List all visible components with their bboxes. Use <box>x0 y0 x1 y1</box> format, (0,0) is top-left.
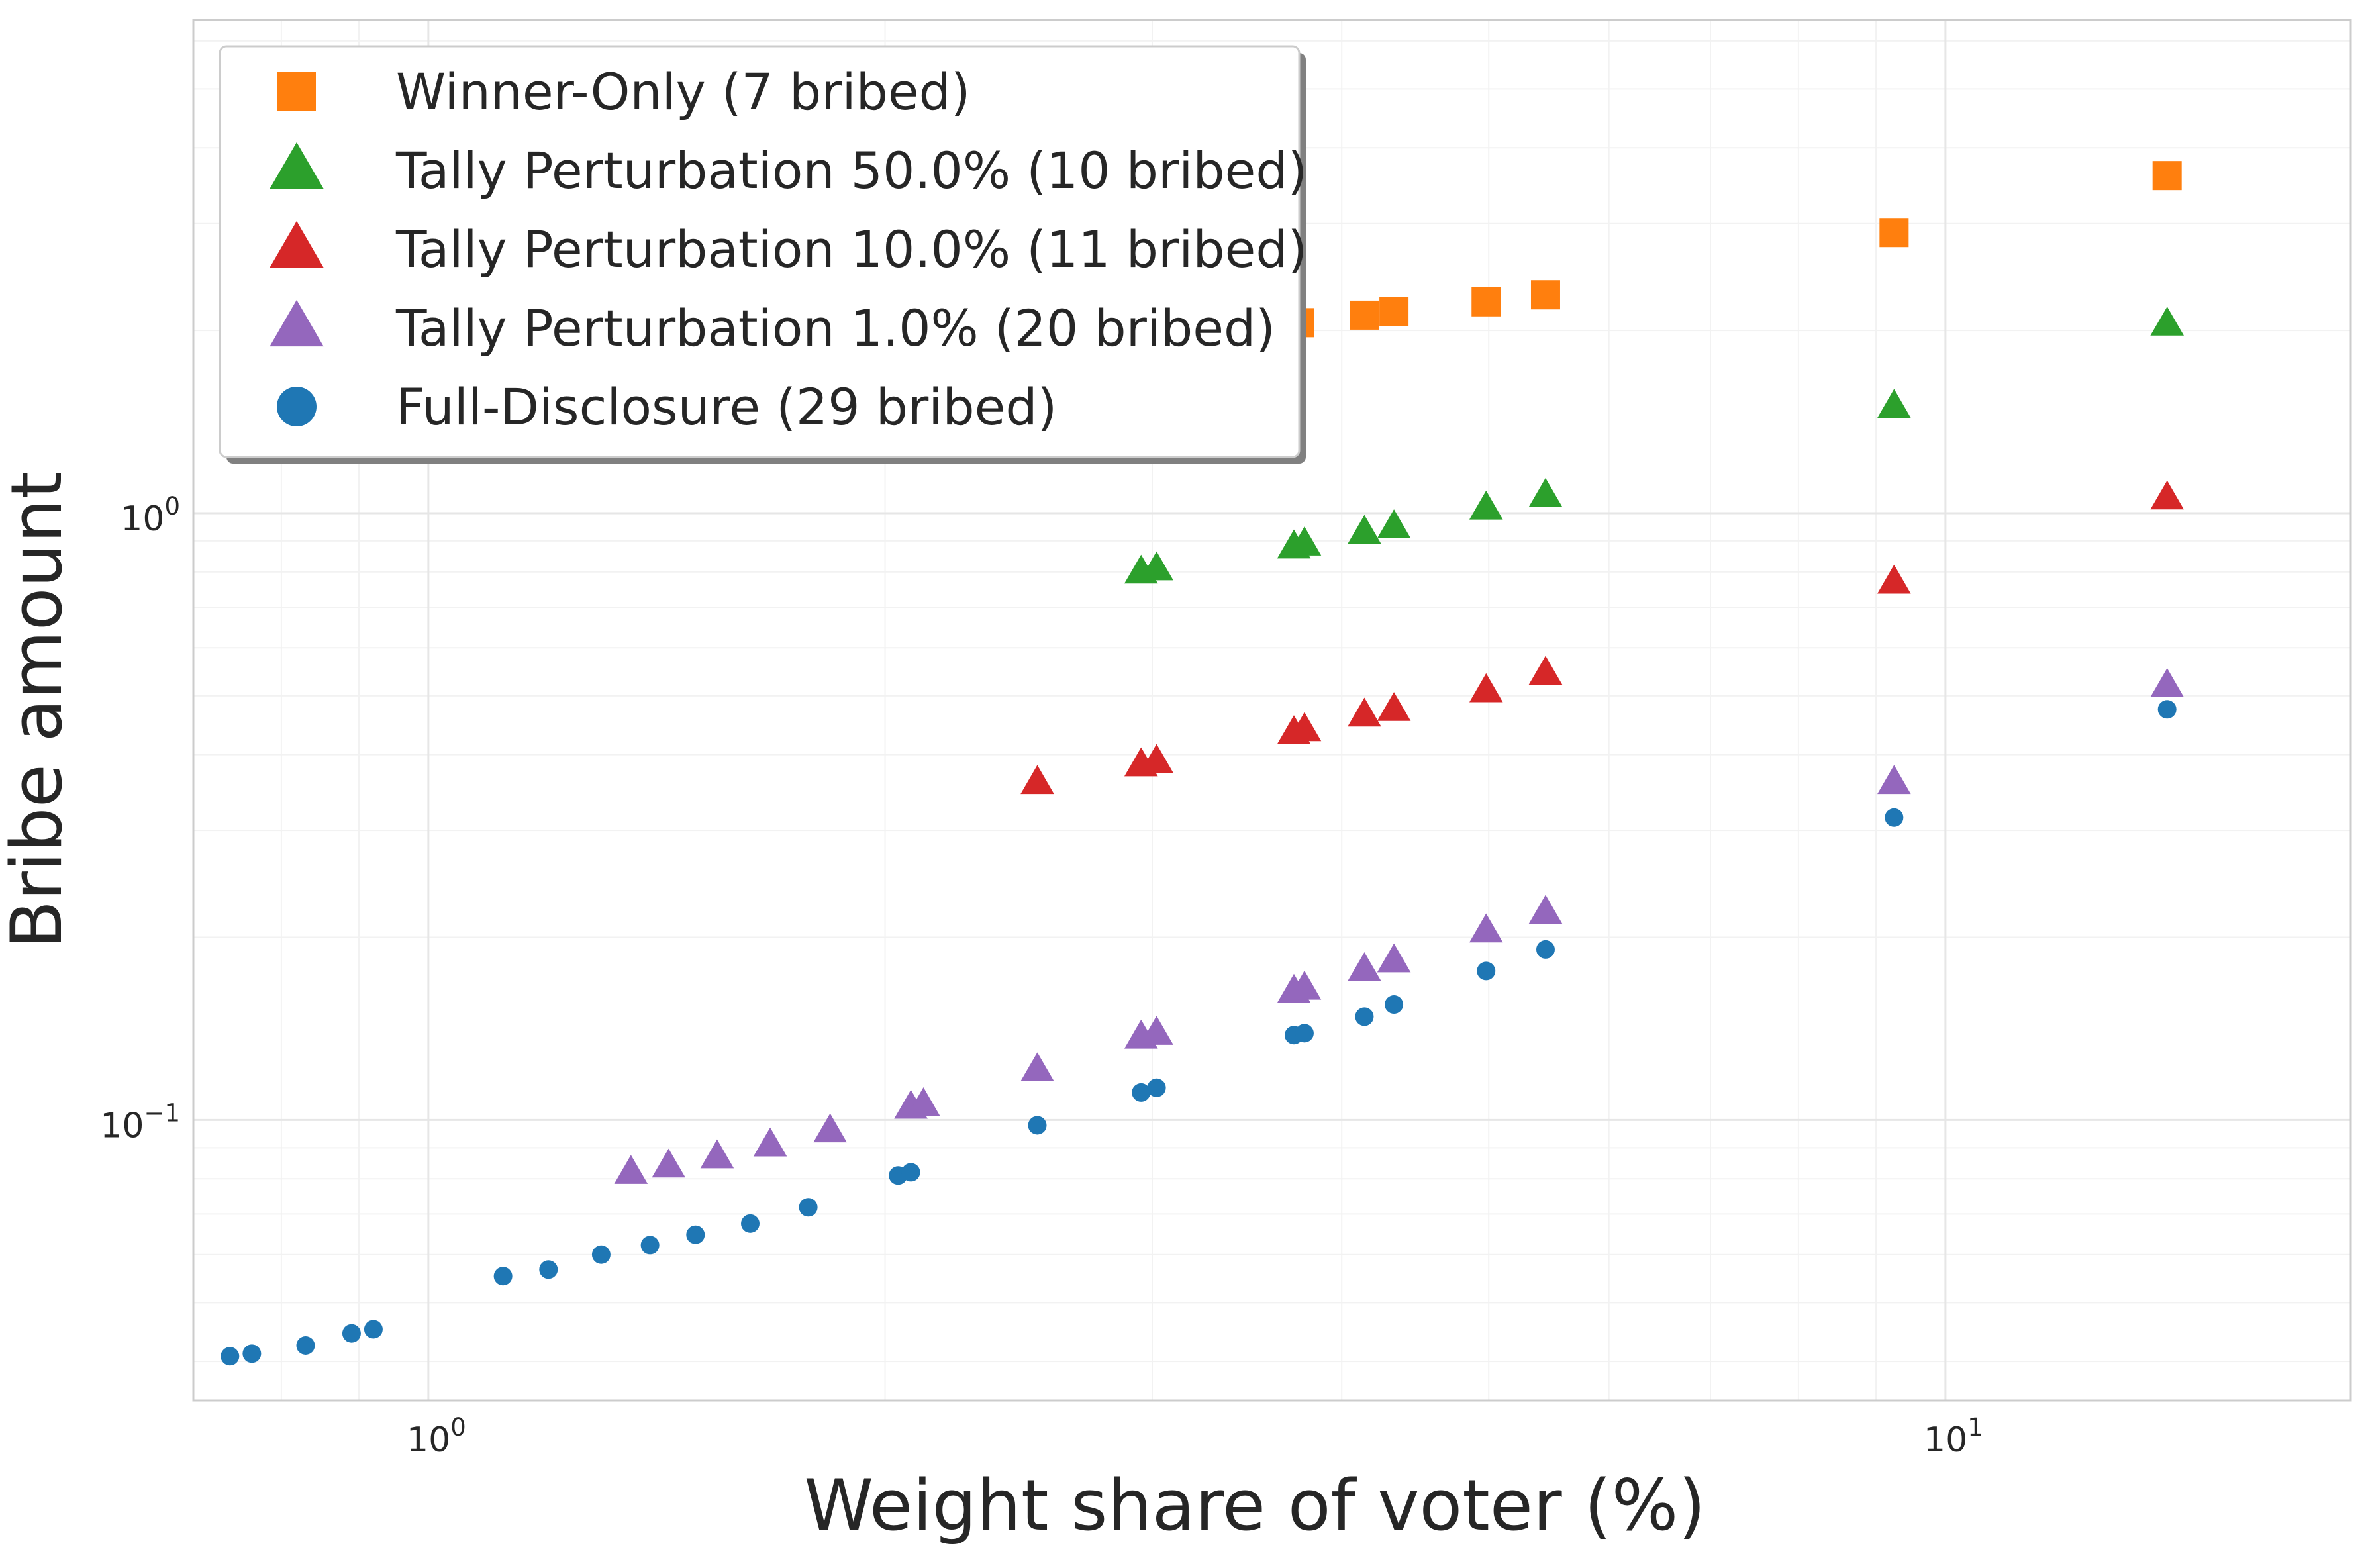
plot-frame <box>192 19 2352 1402</box>
data-point <box>1879 218 1909 248</box>
data-point <box>652 1148 685 1178</box>
data-point <box>1377 509 1411 538</box>
data-point <box>296 1336 315 1355</box>
data-point <box>1377 692 1411 721</box>
data-point <box>753 1127 787 1157</box>
series-2 <box>1020 480 2184 795</box>
data-point <box>1287 526 1322 556</box>
data-point <box>1379 297 1409 326</box>
data-point <box>1471 287 1501 317</box>
data-point <box>1348 697 1381 727</box>
legend-marker <box>270 142 324 189</box>
data-point <box>1530 280 1560 310</box>
data-point <box>591 1245 611 1264</box>
data-point <box>1469 913 1503 943</box>
data-point <box>1885 808 1904 827</box>
data-point <box>1528 656 1563 685</box>
data-point <box>2150 480 2184 510</box>
legend-label: Tally Perturbation 1.0% (20 bribed) <box>395 299 1275 358</box>
data-point <box>1147 1078 1166 1097</box>
data-point <box>1528 477 1563 507</box>
data-point <box>1140 744 1173 773</box>
data-point <box>2150 668 2184 697</box>
data-point <box>221 1347 240 1366</box>
legend-marker <box>277 387 317 426</box>
data-point <box>1385 995 1404 1014</box>
data-point <box>1020 1052 1054 1082</box>
data-point <box>1140 1016 1173 1045</box>
data-point <box>1287 712 1322 742</box>
data-point <box>813 1113 847 1143</box>
data-point <box>1028 1116 1047 1135</box>
data-point <box>1536 940 1555 959</box>
legend-marker <box>277 72 316 111</box>
data-point <box>901 1163 920 1182</box>
y-tick-label: 100 <box>121 492 180 539</box>
data-point <box>2150 307 2184 336</box>
data-point <box>686 1225 705 1244</box>
data-point <box>1469 673 1503 703</box>
x-tick-label: 101 <box>1924 1413 1983 1460</box>
data-point <box>1469 490 1503 520</box>
y-axis-title: Bribe amount <box>0 471 77 949</box>
data-point <box>1350 300 1379 330</box>
y-tick-labels: 10−1 100 <box>100 492 180 1146</box>
data-point <box>907 1087 940 1116</box>
data-point <box>741 1214 760 1233</box>
x-axis-title: Weight share of voter (%) <box>804 1465 1705 1546</box>
data-point <box>493 1267 513 1286</box>
data-point <box>640 1236 660 1255</box>
legend-label: Full-Disclosure (29 bribed) <box>396 377 1057 436</box>
data-point <box>1348 514 1381 544</box>
data-point <box>1877 765 1911 795</box>
series-1 <box>1124 307 2184 584</box>
data-point <box>2157 700 2177 719</box>
legend-label: Tally Perturbation 50.0% (10 bribed) <box>395 141 1307 200</box>
data-point <box>1132 1083 1151 1102</box>
data-point <box>1377 943 1411 973</box>
data-point <box>1140 551 1173 581</box>
data-point <box>342 1324 361 1343</box>
data-point <box>1477 961 1496 981</box>
data-point <box>242 1344 262 1363</box>
data-point <box>1348 952 1381 981</box>
data-point <box>364 1320 383 1339</box>
data-point <box>700 1139 734 1169</box>
major-grid <box>193 20 2351 1400</box>
data-point <box>614 1155 648 1184</box>
x-tick-labels: 100 101 <box>407 1413 1983 1460</box>
data-point <box>1020 765 1054 795</box>
data-point <box>1528 895 1563 924</box>
legend-label: Winner-Only (7 bribed) <box>396 62 971 121</box>
data-point <box>1355 1007 1374 1026</box>
data-point <box>2152 161 2182 191</box>
legend-entries: Winner-Only (7 bribed) Tally Perturbation… <box>270 62 1307 436</box>
data-point <box>539 1260 558 1279</box>
legend-label: Tally Perturbation 10.0% (11 bribed) <box>395 220 1307 279</box>
legend-box <box>219 45 1301 458</box>
legend: Winner-Only (7 bribed) Tally Perturbation… <box>219 45 1307 464</box>
legend-marker <box>270 299 324 347</box>
legend-marker <box>270 220 324 268</box>
data-point <box>1287 970 1322 1000</box>
series-3 <box>614 668 2184 1184</box>
data-point <box>1877 564 1911 594</box>
data-point <box>1877 389 1911 418</box>
data-point <box>799 1198 818 1217</box>
minor-grid <box>193 20 2351 1400</box>
data-point <box>1295 1024 1314 1043</box>
x-tick-label: 100 <box>407 1413 466 1460</box>
series-4 <box>221 700 2177 1366</box>
y-tick-label: 10−1 <box>100 1099 180 1146</box>
